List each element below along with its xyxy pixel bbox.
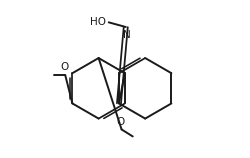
Text: O: O [60, 62, 68, 72]
Text: HO: HO [90, 17, 106, 27]
Text: N: N [124, 30, 131, 40]
Text: O: O [117, 117, 125, 127]
